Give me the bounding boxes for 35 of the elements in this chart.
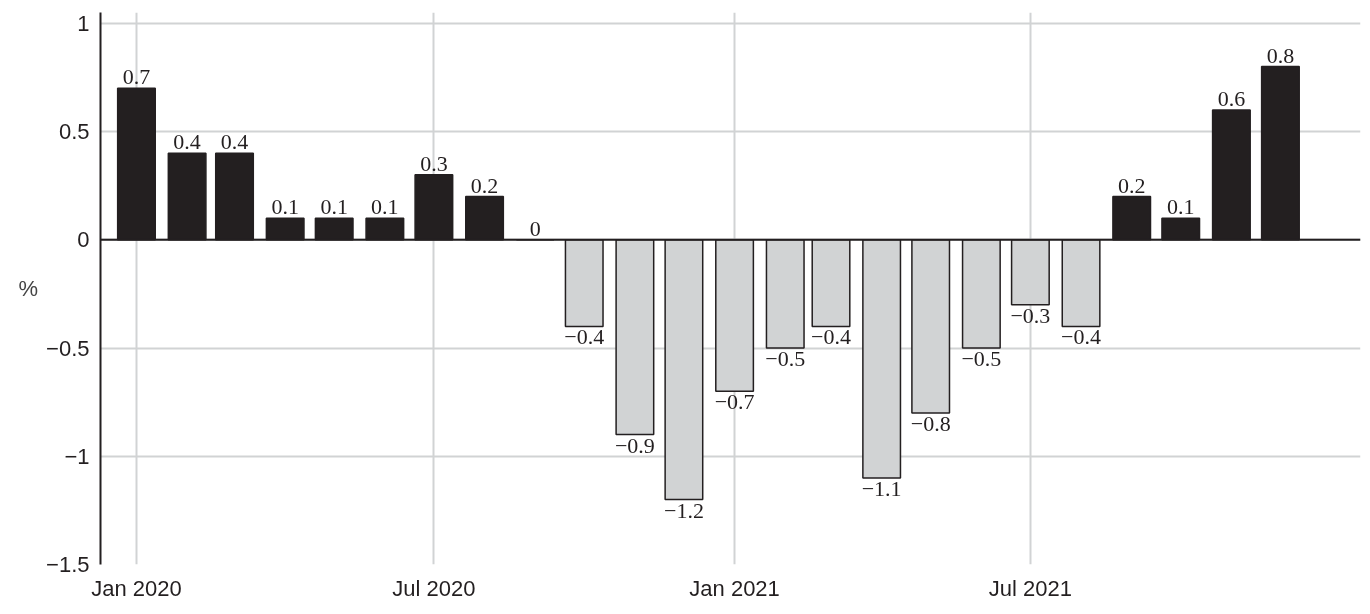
data-label: 0.4 xyxy=(220,129,249,155)
data-label: −0.8 xyxy=(910,410,951,436)
data-label: 0.8 xyxy=(1266,42,1295,68)
y-tick-label: 0 xyxy=(77,227,90,253)
x-tick-label: Jan 2020 xyxy=(91,575,182,601)
data-label: 0.1 xyxy=(271,194,299,220)
data-label: −0.9 xyxy=(614,432,655,458)
data-label: 0.7 xyxy=(122,64,151,90)
data-label: −0.4 xyxy=(811,324,851,350)
data-label: −0.5 xyxy=(961,346,1002,372)
x-tick-label: Jul 2021 xyxy=(988,575,1072,601)
data-label: −0.5 xyxy=(765,346,806,372)
data-label: 0.4 xyxy=(173,129,201,155)
data-label: 0.2 xyxy=(470,172,499,198)
data-label: 0.6 xyxy=(1217,85,1246,111)
x-tick-label: Jul 2020 xyxy=(392,575,476,601)
data-label: 0.1 xyxy=(320,194,348,220)
y-tick-label: 1 xyxy=(77,10,90,36)
data-label: −0.3 xyxy=(1010,302,1051,328)
data-label: 0.2 xyxy=(1117,172,1146,198)
data-label: −1.2 xyxy=(663,497,704,523)
x-tick-label: Jan 2021 xyxy=(689,575,780,601)
data-label: 0 xyxy=(529,215,541,241)
data-label: 0.1 xyxy=(1166,194,1195,220)
data-label: 0.1 xyxy=(371,194,399,220)
y-tick-label: −0.5 xyxy=(46,335,90,361)
y-axis-title: % xyxy=(18,276,39,301)
data-label: 0.3 xyxy=(420,150,448,176)
data-label: −1.1 xyxy=(861,475,902,501)
data-label: −0.4 xyxy=(1061,324,1102,350)
y-tick-label: −1 xyxy=(64,443,90,469)
data-label: −0.7 xyxy=(714,389,755,415)
y-tick-label: −1.5 xyxy=(46,552,90,577)
data-label: −0.4 xyxy=(564,324,605,350)
y-tick-label: 0.5 xyxy=(58,119,90,145)
